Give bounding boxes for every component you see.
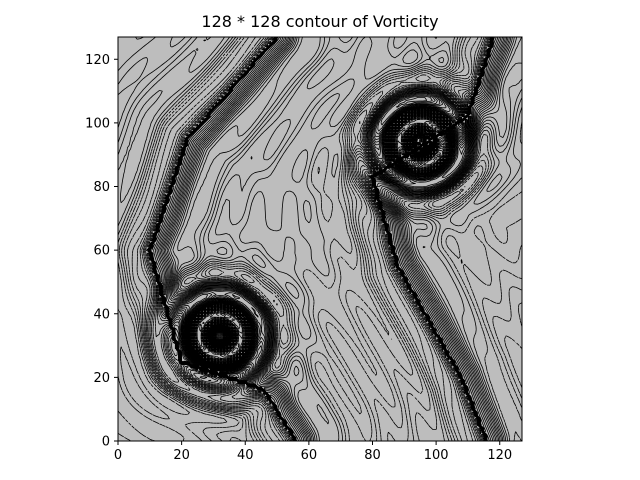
- axes: 0 20 40 60 80 100 120 0 20 40 60 80 100 120: [85, 53, 512, 463]
- plot-frame: [117, 36, 523, 442]
- chart-title: 128 * 128 contour of Vorticity: [201, 12, 439, 31]
- x-tick-label: 40: [237, 448, 254, 463]
- x-tick-label: 100: [424, 448, 449, 463]
- y-tick-label: 0: [102, 435, 110, 450]
- x-tick-label: 80: [364, 448, 381, 463]
- x-tick-label: 60: [301, 448, 318, 463]
- y-tick-label: 80: [93, 180, 110, 195]
- y-tick-label: 120: [85, 53, 110, 68]
- contour-lines: [118, 37, 522, 441]
- x-tick-label: 20: [173, 448, 190, 463]
- y-tick-label: 20: [93, 371, 110, 386]
- y-tick-label: 40: [93, 307, 110, 322]
- x-tick-label: 120: [487, 448, 512, 463]
- y-tick-label: 60: [93, 244, 110, 259]
- x-tick-label: 0: [114, 448, 122, 463]
- y-tick-label: 100: [85, 116, 110, 131]
